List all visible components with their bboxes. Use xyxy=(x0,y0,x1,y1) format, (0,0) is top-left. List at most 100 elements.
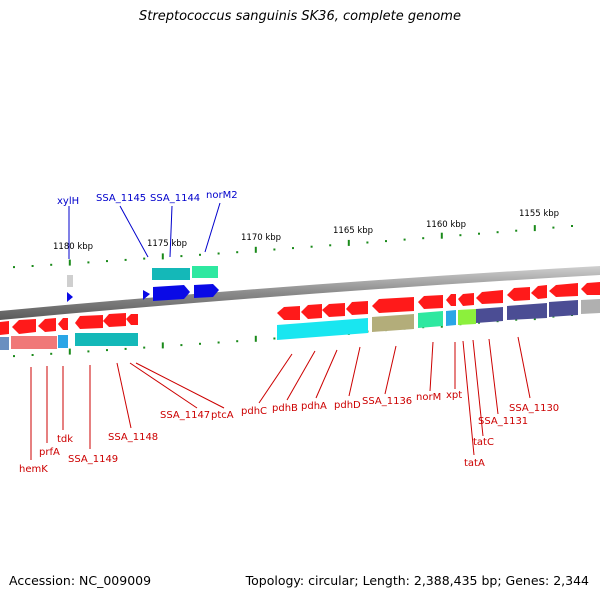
scale-label-1170: 1170 kbp xyxy=(241,233,281,243)
gene-label-norM2[interactable]: norM2 xyxy=(206,190,238,201)
gene-label-tdk[interactable]: tdk xyxy=(57,434,73,445)
gene-arrow[interactable] xyxy=(531,285,547,299)
minor-tick xyxy=(459,234,462,237)
gene-label-xpt[interactable]: xpt xyxy=(446,390,462,401)
topology-label: Topology: circular; Length: 2,388,435 bp… xyxy=(245,573,589,588)
leader-line xyxy=(116,362,132,429)
gene-arrow[interactable] xyxy=(418,295,443,309)
major-tick xyxy=(254,335,257,342)
gene-arrow-xylH[interactable] xyxy=(67,292,73,302)
gene-label-SSA_1144[interactable]: SSA_1144 xyxy=(150,193,200,204)
gene-arrow[interactable] xyxy=(12,319,36,334)
gene-label-tatC[interactable]: tatC xyxy=(473,437,494,448)
gene-arrow[interactable] xyxy=(476,290,503,304)
genome-backbone xyxy=(0,266,600,320)
minor-tick xyxy=(143,257,146,260)
minor-tick xyxy=(385,240,387,243)
minor-tick xyxy=(273,337,276,340)
gene-label-pdhC[interactable]: pdhC xyxy=(241,406,267,417)
minor-tick xyxy=(292,247,294,250)
gene-band xyxy=(549,300,578,317)
gene-band xyxy=(458,309,476,325)
gene-arrow[interactable] xyxy=(581,282,600,295)
gene-label-ptcA[interactable]: ptcA xyxy=(211,410,234,421)
gene-label-SSA_1130[interactable]: SSA_1130 xyxy=(509,403,559,414)
gene-label-SSA_1145[interactable]: SSA_1145 xyxy=(96,193,146,204)
gene-label-SSA_1131[interactable]: SSA_1131 xyxy=(478,416,528,427)
minor-tick xyxy=(50,352,53,355)
scale-label-1165: 1165 kbp xyxy=(333,226,373,236)
gene-arrow[interactable] xyxy=(38,318,56,332)
major-tick xyxy=(161,342,164,349)
gene-label-pdhB[interactable]: pdhB xyxy=(272,403,298,414)
leader-line xyxy=(472,339,484,437)
gene-label-pdhD[interactable]: pdhD xyxy=(334,400,361,411)
gene-arrow[interactable] xyxy=(507,287,530,301)
gene-band xyxy=(476,307,503,323)
gene-label-pdhA[interactable]: pdhA xyxy=(301,401,327,412)
outer-scale-ticks xyxy=(13,225,573,269)
gene-label-SSA_1136[interactable]: SSA_1136 xyxy=(362,396,412,407)
gene-label-SSA_1148[interactable]: SSA_1148 xyxy=(108,432,158,443)
scale-label-1175: 1175 kbp xyxy=(147,239,187,249)
gene-label-norM[interactable]: norM xyxy=(416,392,441,403)
leader-line xyxy=(429,341,434,392)
forward-gene-labels: xylH SSA_1145 SSA_1144 norM2 xyxy=(57,190,238,207)
leader-line xyxy=(119,205,149,258)
minor-tick xyxy=(217,341,220,344)
gene-label-tatA[interactable]: tatA xyxy=(464,458,485,469)
leader-line xyxy=(384,345,397,395)
gene-arrow[interactable] xyxy=(458,293,474,306)
minor-tick xyxy=(236,340,239,343)
gene-label-xylH[interactable]: xylH xyxy=(57,196,79,207)
leader-line xyxy=(348,346,361,397)
gene-label-SSA_1147[interactable]: SSA_1147 xyxy=(160,410,210,421)
forward-leader-lines xyxy=(68,202,221,259)
major-tick xyxy=(440,232,443,239)
gene-arrow[interactable] xyxy=(549,283,578,297)
map-title: Streptococcus sanguinis SK36, complete g… xyxy=(139,9,461,24)
minor-tick xyxy=(13,355,15,358)
leader-line xyxy=(258,353,293,404)
minor-tick xyxy=(180,255,183,258)
leader-line xyxy=(135,362,225,409)
gene-arrow[interactable] xyxy=(372,297,414,313)
minor-tick xyxy=(273,248,276,251)
minor-tick xyxy=(496,231,499,234)
minor-tick xyxy=(310,245,313,248)
gene-arrow[interactable] xyxy=(126,314,138,325)
gene-arrow[interactable] xyxy=(58,318,68,330)
gene-arrow-SSA_1145[interactable] xyxy=(143,290,150,300)
gene-band xyxy=(67,275,73,287)
gene-label-hemK[interactable]: hemK xyxy=(19,464,48,475)
minor-tick xyxy=(515,229,518,232)
minor-tick xyxy=(571,225,573,227)
gene-arrow[interactable] xyxy=(0,321,9,335)
reverse-strand-arrows xyxy=(0,282,600,335)
gene-band xyxy=(418,311,443,328)
minor-tick xyxy=(422,237,425,240)
gene-arrow[interactable] xyxy=(301,304,322,319)
minor-tick xyxy=(87,350,90,353)
gene-arrow[interactable] xyxy=(277,306,300,320)
gene-label-SSA_1149[interactable]: SSA_1149 xyxy=(68,454,118,465)
minor-tick xyxy=(403,238,406,241)
gene-band xyxy=(152,268,190,280)
gene-arrow[interactable] xyxy=(346,301,368,315)
gene-label-prfA[interactable]: prfA xyxy=(39,447,60,458)
gene-band xyxy=(446,310,456,326)
gene-band xyxy=(192,266,218,278)
gene-arrow[interactable] xyxy=(103,313,126,327)
gene-arrow[interactable] xyxy=(446,294,456,306)
gene-arrow[interactable] xyxy=(75,315,103,329)
minor-tick xyxy=(143,346,146,349)
gene-band xyxy=(581,299,600,314)
gene-arrow-SSA_1144[interactable] xyxy=(153,285,190,301)
scale-label-1155: 1155 kbp xyxy=(519,209,559,219)
major-tick xyxy=(68,348,71,355)
leader-line xyxy=(204,202,221,253)
gene-arrow-norM2[interactable] xyxy=(194,284,219,298)
gene-arrow[interactable] xyxy=(322,303,345,317)
gene-band xyxy=(11,336,57,349)
minor-tick xyxy=(180,344,183,347)
